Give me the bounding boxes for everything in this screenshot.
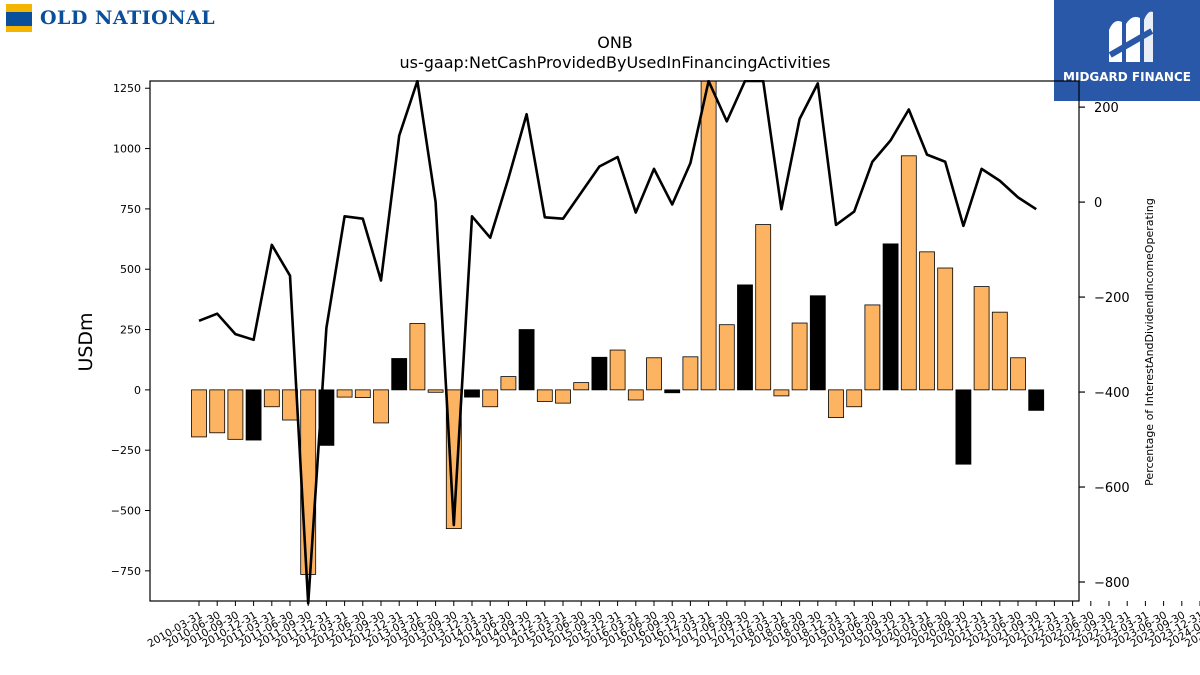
- bar: [518, 329, 535, 391]
- bar: [227, 389, 244, 440]
- line-series: [198, 80, 1037, 605]
- bar: [573, 382, 590, 391]
- bar: [700, 80, 717, 391]
- y-tick-label: 0: [134, 384, 141, 397]
- bar: [682, 356, 699, 391]
- bar: [445, 389, 462, 530]
- y2-tick-label: −800: [1094, 576, 1130, 591]
- bar: [737, 284, 753, 391]
- y-tick-label: 500: [120, 263, 141, 276]
- bar: [955, 389, 972, 465]
- bar: [973, 286, 990, 391]
- y-tick-label: 1250: [113, 82, 141, 95]
- bar: [773, 389, 790, 397]
- old-national-logo: OLD NATIONAL: [6, 4, 215, 32]
- y-tick-label: 1000: [113, 143, 141, 156]
- chart-subtitle: us-gaap:NetCashProvidedByUsedInFinancing…: [399, 53, 830, 72]
- chart-title: ONB: [597, 33, 633, 52]
- bar: [373, 389, 389, 424]
- y-axis-label: USDm: [75, 312, 97, 371]
- bar: [664, 389, 681, 394]
- bar: [846, 389, 863, 408]
- bar: [1028, 389, 1045, 411]
- bar: [755, 224, 772, 391]
- bar: [536, 389, 553, 402]
- midgard-logo-icon: [1108, 11, 1154, 62]
- y2-axis-label: Percentage of InterestAndDividendIncomeO…: [1143, 198, 1156, 486]
- bar: [409, 323, 426, 391]
- y2-tick-label: 0: [1094, 196, 1102, 211]
- y2-tick-label: 200: [1094, 101, 1119, 116]
- bar: [300, 389, 317, 575]
- bar: [937, 267, 954, 391]
- y-tick-label: −500: [111, 505, 141, 518]
- y-tick-label: 250: [120, 324, 141, 337]
- bar: [809, 295, 826, 391]
- midgard-finance-logo: MIDGARD FINANCE: [1054, 0, 1200, 101]
- bar: [209, 389, 226, 434]
- y-tick-label: 750: [120, 203, 141, 216]
- bar: [882, 243, 899, 391]
- bar: [263, 389, 280, 408]
- y-tick-label: −750: [111, 565, 141, 578]
- bar: [718, 324, 735, 391]
- bar: [919, 251, 935, 391]
- bar: [427, 389, 444, 393]
- bar: [482, 389, 499, 408]
- bar: [391, 358, 408, 391]
- y2-tick-label: −600: [1094, 481, 1130, 496]
- y-tick-label: −250: [111, 444, 141, 457]
- bar: [791, 322, 808, 391]
- bar: [191, 389, 207, 438]
- bar: [464, 389, 480, 398]
- old-national-logo-icon: [6, 4, 32, 32]
- bar: [282, 389, 298, 421]
- bar: [245, 389, 262, 441]
- bar: [991, 311, 1008, 391]
- bar: [900, 155, 917, 391]
- plot-frame: [149, 80, 1080, 602]
- bar: [627, 389, 644, 401]
- bar: [591, 356, 608, 391]
- bar: [828, 389, 844, 419]
- bar: [609, 349, 626, 391]
- old-national-logo-text: OLD NATIONAL: [40, 7, 216, 29]
- midgard-logo-text: MIDGARD FINANCE: [1063, 70, 1191, 84]
- y2-tick-label: −400: [1094, 386, 1130, 401]
- bar: [1010, 357, 1026, 391]
- bar: [555, 389, 571, 404]
- bar: [336, 389, 353, 398]
- bar: [864, 304, 881, 391]
- bar: [354, 389, 371, 398]
- bar: [646, 357, 662, 391]
- bar: [500, 376, 517, 391]
- y2-tick-label: −200: [1094, 291, 1130, 306]
